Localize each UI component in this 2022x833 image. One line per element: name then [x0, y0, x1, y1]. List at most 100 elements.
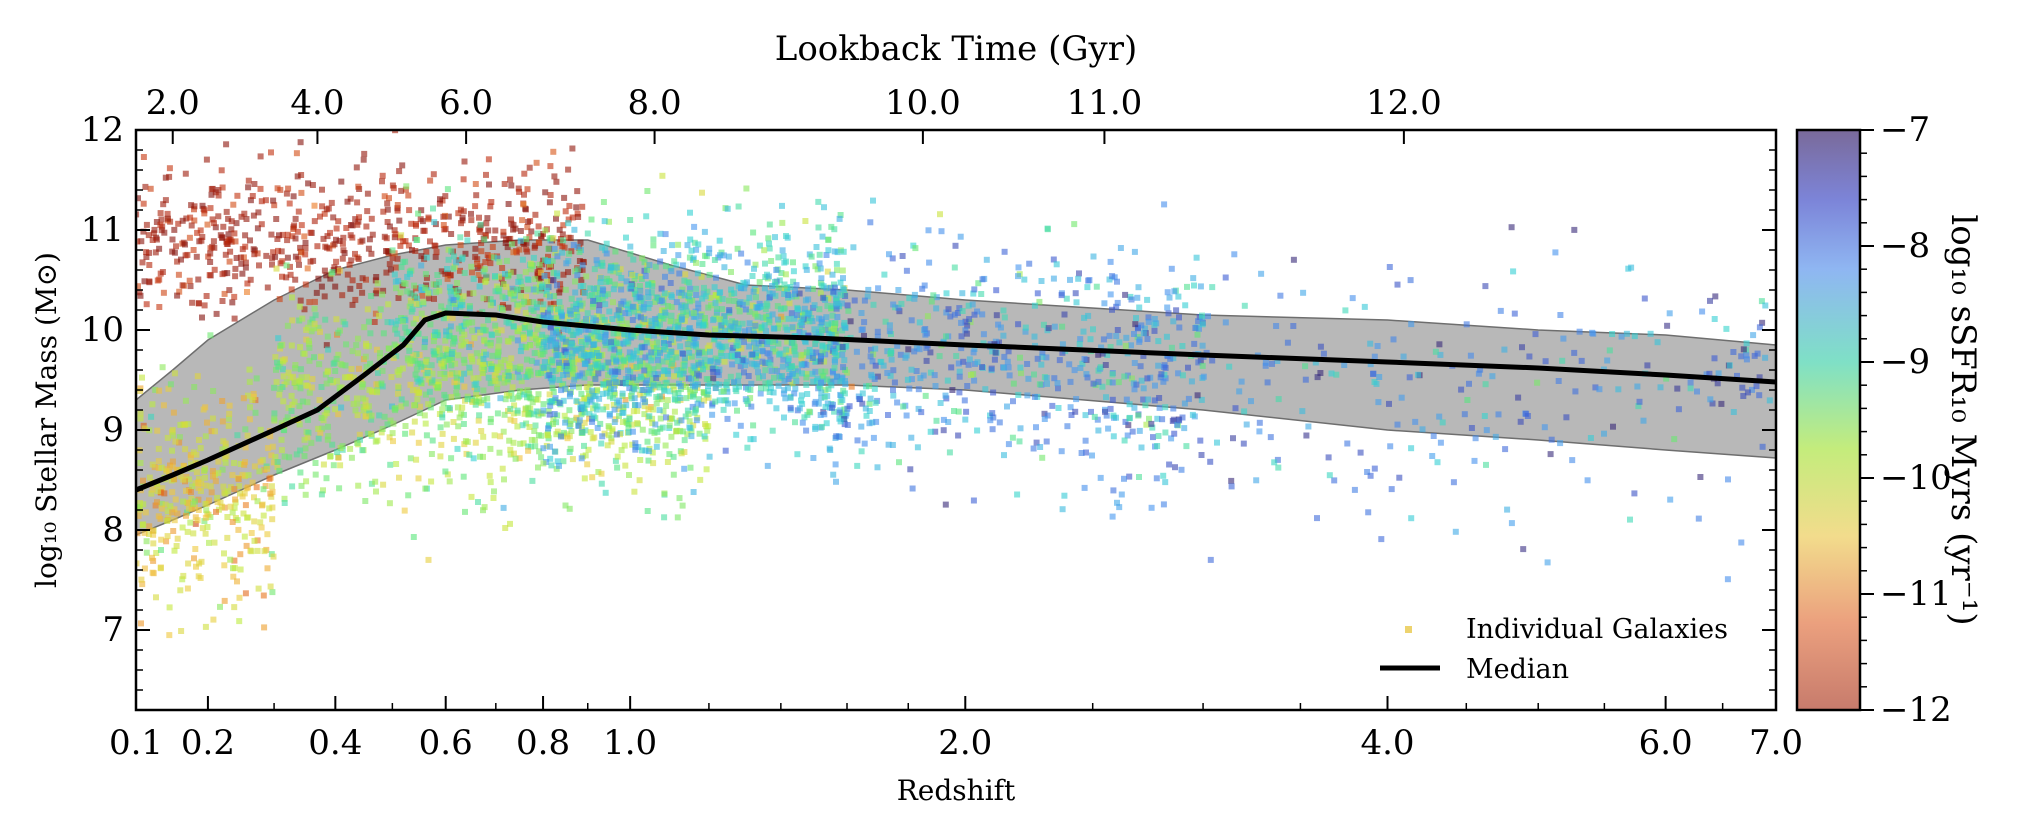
galaxy-point [221, 550, 227, 557]
galaxy-point [1145, 396, 1151, 403]
galaxy-point [546, 199, 553, 206]
galaxy-point [296, 421, 303, 428]
galaxy-point [188, 222, 195, 229]
galaxy-point [533, 335, 539, 342]
galaxy-point [782, 271, 789, 278]
galaxy-point [821, 394, 828, 401]
galaxy-point [1344, 440, 1351, 447]
galaxy-point [687, 464, 694, 471]
galaxy-point [1475, 370, 1482, 377]
galaxy-point [617, 314, 624, 321]
galaxy-point [996, 339, 1002, 346]
galaxy-point [992, 349, 999, 356]
galaxy-point [768, 384, 774, 391]
galaxy-point [227, 503, 234, 510]
galaxy-point [1370, 370, 1377, 377]
galaxy-point [920, 372, 927, 379]
galaxy-point [391, 271, 398, 278]
galaxy-point [725, 400, 731, 407]
galaxy-point [601, 333, 608, 340]
galaxy-point [169, 236, 176, 243]
galaxy-point [384, 206, 391, 213]
galaxy-point [432, 253, 439, 260]
galaxy-point [679, 316, 686, 323]
galaxy-point [688, 247, 695, 254]
galaxy-point [1182, 302, 1189, 309]
galaxy-point [577, 356, 584, 363]
galaxy-point [866, 382, 872, 389]
galaxy-point [303, 374, 310, 381]
galaxy-point [581, 419, 588, 426]
galaxy-point [867, 395, 874, 402]
galaxy-point [339, 292, 346, 299]
galaxy-point [548, 398, 555, 404]
galaxy-point [136, 238, 141, 245]
galaxy-point [412, 248, 419, 254]
galaxy-point [565, 327, 571, 333]
galaxy-point [1137, 363, 1144, 370]
galaxy-point [473, 192, 480, 199]
galaxy-point [241, 210, 248, 217]
galaxy-point [507, 451, 514, 458]
galaxy-point [724, 352, 730, 359]
galaxy-point [406, 207, 413, 214]
galaxy-point [483, 277, 490, 284]
galaxy-point [368, 412, 375, 419]
galaxy-point [650, 366, 657, 373]
galaxy-point [421, 344, 428, 351]
galaxy-point [789, 370, 796, 377]
galaxy-point [753, 294, 759, 301]
galaxy-point [271, 415, 278, 422]
galaxy-point [149, 569, 156, 576]
galaxy-point [1563, 414, 1570, 421]
galaxy-point [336, 384, 343, 391]
galaxy-point [906, 385, 913, 392]
galaxy-point [1107, 258, 1114, 265]
galaxy-point [863, 412, 870, 419]
galaxy-point [978, 291, 985, 297]
galaxy-point [251, 518, 258, 525]
galaxy-point [425, 556, 432, 563]
galaxy-point [701, 356, 708, 363]
galaxy-point [269, 488, 276, 495]
galaxy-point [1080, 328, 1087, 335]
galaxy-point [603, 240, 610, 247]
galaxy-point [805, 296, 812, 303]
galaxy-point [372, 438, 379, 445]
galaxy-point [188, 495, 195, 502]
galaxy-point [450, 435, 457, 442]
galaxy-point [317, 213, 323, 220]
galaxy-point [271, 410, 278, 417]
galaxy-point [590, 297, 597, 304]
galaxy-point [1175, 370, 1182, 377]
galaxy-point [502, 525, 509, 531]
galaxy-point [1300, 289, 1307, 296]
galaxy-point [1743, 352, 1750, 359]
galaxy-point [871, 385, 878, 392]
galaxy-point [559, 382, 565, 389]
galaxy-point [784, 234, 791, 241]
galaxy-point [809, 355, 816, 361]
galaxy-point [480, 387, 487, 394]
galaxy-point [252, 409, 259, 416]
galaxy-point [1106, 276, 1113, 283]
galaxy-point [289, 294, 295, 301]
galaxy-point [763, 328, 769, 335]
galaxy-point [392, 231, 399, 238]
galaxy-point [258, 524, 265, 531]
galaxy-point [731, 379, 738, 386]
galaxy-point [1067, 378, 1074, 385]
galaxy-point [583, 384, 590, 391]
galaxy-point [261, 624, 268, 631]
galaxy-point [790, 259, 796, 266]
galaxy-point [1504, 506, 1511, 513]
galaxy-point [545, 408, 552, 414]
galaxy-point [387, 461, 394, 468]
galaxy-point [414, 360, 421, 367]
galaxy-point [296, 317, 303, 324]
galaxy-point [1378, 536, 1385, 543]
galaxy-point [718, 352, 725, 359]
galaxy-point [816, 260, 823, 267]
galaxy-point [755, 340, 762, 347]
galaxy-point [454, 393, 461, 400]
